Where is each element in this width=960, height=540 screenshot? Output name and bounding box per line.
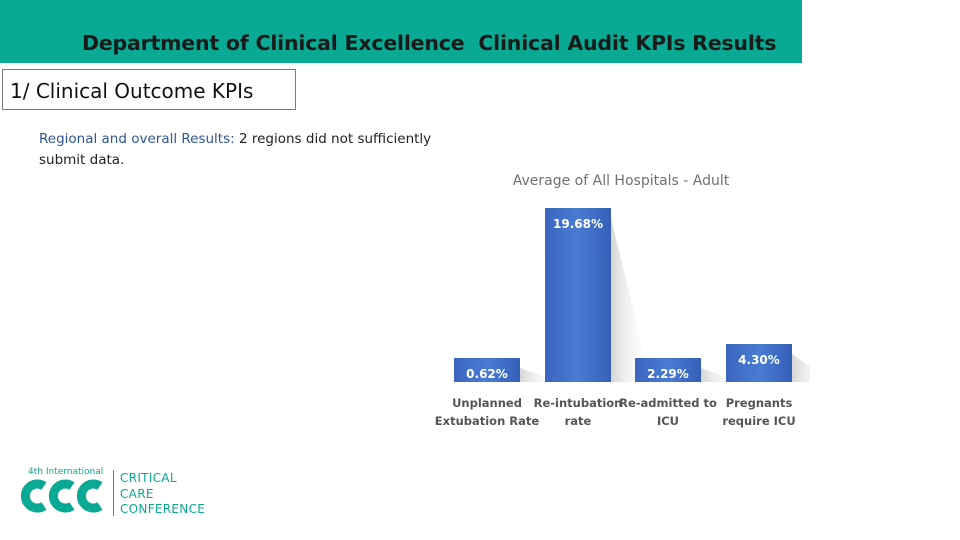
bar (454, 358, 520, 382)
bar (545, 208, 611, 382)
bar (726, 343, 792, 382)
section-label-box: 1/ Clinical Outcome KPIs (2, 69, 296, 110)
chart-title: Average of All Hospitals - Adult (513, 173, 730, 189)
data-label: 2.29% (647, 367, 689, 381)
logo-superscript: 4th International (28, 467, 104, 477)
category-label: require ICU (722, 414, 795, 428)
category-label: Extubation Rate (435, 414, 540, 428)
data-label: 4.30% (738, 353, 780, 367)
header-bar: Department of Clinical Excellence Clinic… (0, 0, 802, 63)
logo-wordmark: CRITICAL CARE CONFERENCE (120, 471, 205, 518)
logo-divider (113, 470, 114, 516)
logo-line-1: CRITICAL (120, 471, 177, 485)
data-label: 0.62% (466, 367, 508, 381)
category-label: Re-intubation (534, 396, 623, 410)
bar (635, 358, 701, 382)
logo-line-2: CARE (120, 486, 154, 501)
category-label: Unplanned (452, 396, 522, 410)
bar-shadow (611, 218, 651, 382)
results-note-lead: Regional and overall Results: (39, 131, 235, 147)
logo-line-3: CONFERENCE (120, 502, 206, 516)
category-label: ICU (657, 414, 679, 428)
bar-chart: Average of All Hospitals - Adult 0.62% Un… (435, 173, 810, 428)
results-note-text: 2 regions did not sufficiently submit da… (39, 131, 432, 168)
results-note: Regional and overall Results: 2 regions … (39, 129, 479, 171)
bar-shadow (792, 353, 810, 382)
ccc-logo-icon (20, 479, 103, 513)
data-label: 19.68% (553, 217, 603, 231)
category-label: Re-admitted to (619, 396, 717, 410)
category-label: rate (565, 414, 592, 428)
section-label: 1/ Clinical Outcome KPIs (10, 79, 254, 103)
page-title: Department of Clinical Excellence Clinic… (82, 31, 777, 55)
category-label: Pregnants (726, 396, 793, 410)
